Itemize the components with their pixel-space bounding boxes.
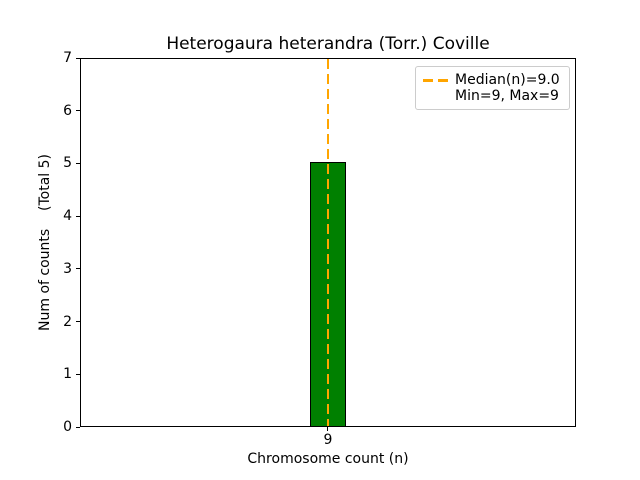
y-tick-label-5: 5 — [63, 155, 72, 172]
y-tick-mark — [76, 426, 80, 428]
y-tick-label-2: 2 — [63, 313, 72, 330]
y-tick-label-1: 1 — [63, 366, 72, 383]
y-tick-mark — [76, 163, 80, 164]
plot-area: Median(n)=9.0 Min=9, Max=9 — [80, 58, 576, 427]
x-tick-mark — [327, 427, 328, 431]
y-tick-mark — [76, 373, 80, 375]
y-tick-labels: 0 1 2 3 4 5 6 7 — [38, 50, 72, 435]
x-tick-label-9: 9 — [323, 432, 333, 448]
legend-entry-median: Median(n)=9.0 — [423, 72, 562, 88]
chart-title: Heterogaura heterandra (Torr.) Coville — [166, 34, 490, 54]
legend-label-median: Median(n)=9.0 — [455, 72, 560, 88]
median-dashed-line-icon — [423, 78, 448, 82]
y-tick-label-3: 3 — [63, 260, 72, 277]
y-tick-mark — [76, 57, 80, 59]
legend-box: Median(n)=9.0 Min=9, Max=9 — [415, 66, 570, 110]
x-axis-label: Chromosome count (n) — [247, 451, 409, 467]
y-tick-label-0: 0 — [63, 419, 72, 435]
median-line — [327, 59, 329, 426]
legend-entry-minmax: Min=9, Max=9 — [423, 88, 562, 104]
legend-label-minmax: Min=9, Max=9 — [455, 88, 559, 104]
y-tick-label-6: 6 — [63, 102, 72, 119]
legend-empty-handle — [423, 95, 448, 98]
y-tick-mark — [76, 268, 80, 270]
y-tick-label-7: 7 — [63, 50, 72, 66]
y-tick-mark — [76, 215, 80, 217]
y-tick-mark — [76, 321, 80, 323]
y-tick-label-4: 4 — [63, 208, 72, 225]
y-tick-mark — [76, 110, 80, 112]
